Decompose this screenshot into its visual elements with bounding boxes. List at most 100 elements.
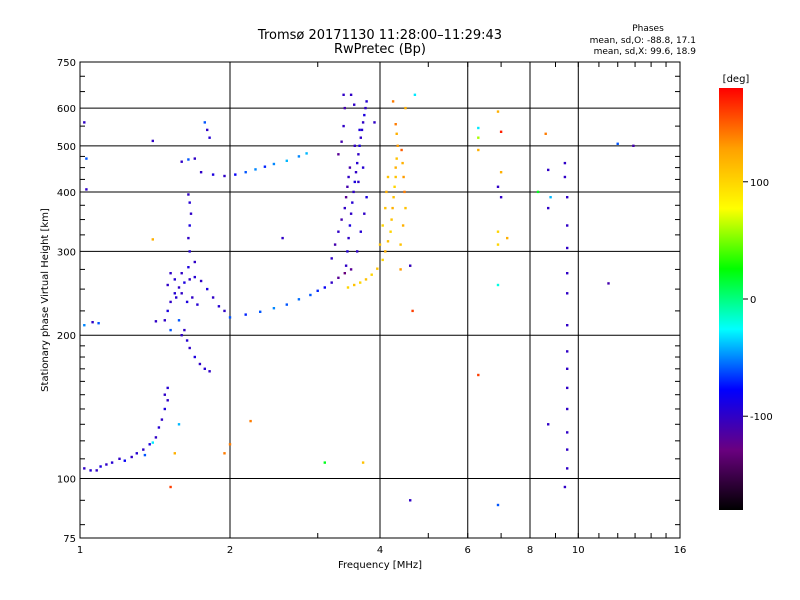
data-point xyxy=(566,292,569,295)
data-point xyxy=(499,171,503,174)
data-point xyxy=(373,121,376,124)
data-point xyxy=(163,319,166,322)
data-point xyxy=(199,171,203,174)
data-point xyxy=(409,499,412,502)
data-point xyxy=(386,175,390,179)
data-point xyxy=(395,157,398,160)
data-point xyxy=(563,485,567,489)
data-point xyxy=(285,303,288,306)
data-point xyxy=(323,461,326,464)
data-point xyxy=(337,276,340,279)
data-point xyxy=(353,103,356,106)
data-point xyxy=(183,328,186,332)
data-point xyxy=(189,212,193,215)
data-point xyxy=(566,324,569,327)
data-point xyxy=(342,93,345,96)
data-point xyxy=(401,161,404,165)
data-point xyxy=(259,310,262,313)
data-point xyxy=(206,287,209,291)
data-point xyxy=(404,206,407,210)
y-axis-ticks: 75 100 200 300 400 500 600 750 xyxy=(57,58,680,545)
data-point xyxy=(384,206,387,210)
data-point xyxy=(187,193,190,196)
data-point xyxy=(395,132,398,135)
data-point xyxy=(356,250,359,253)
data-point xyxy=(206,128,209,132)
data-point xyxy=(180,272,183,275)
data-point xyxy=(365,196,368,199)
data-point xyxy=(396,144,399,147)
chart-subtitle: RwPretec (Bp) xyxy=(334,42,426,57)
data-point xyxy=(263,165,267,168)
data-point xyxy=(344,264,348,267)
data-point xyxy=(566,224,569,227)
data-point xyxy=(187,236,190,240)
x-tick-label: 2 xyxy=(227,545,233,556)
data-point xyxy=(166,309,169,313)
data-point xyxy=(352,190,355,194)
data-point xyxy=(166,283,169,287)
data-point xyxy=(381,224,384,227)
colorbar: [deg] 100 0 -100 xyxy=(719,74,773,510)
data-point xyxy=(223,452,226,455)
data-point xyxy=(566,448,569,451)
data-point xyxy=(566,350,569,353)
data-point xyxy=(401,224,405,227)
data-point xyxy=(163,407,166,411)
data-point xyxy=(496,503,500,507)
y-tick-label: 200 xyxy=(57,331,76,342)
x-tick-label: 6 xyxy=(465,545,471,556)
data-point xyxy=(496,283,500,287)
data-point xyxy=(196,303,199,306)
data-point xyxy=(180,334,183,337)
data-point xyxy=(544,132,547,135)
data-point xyxy=(151,441,154,444)
data-point xyxy=(340,218,343,221)
data-point xyxy=(566,246,569,250)
data-point xyxy=(281,236,284,240)
data-point xyxy=(359,281,362,284)
data-point xyxy=(404,106,407,110)
data-point xyxy=(364,278,368,281)
data-point xyxy=(333,243,337,246)
data-point xyxy=(169,485,172,489)
data-point xyxy=(403,190,406,194)
y-tick-label: 100 xyxy=(57,475,76,486)
data-point xyxy=(358,144,361,147)
colorbar-tick-label: 0 xyxy=(750,295,756,306)
data-point xyxy=(130,455,133,459)
data-point xyxy=(390,218,393,221)
data-point xyxy=(389,230,392,233)
data-point xyxy=(203,367,206,370)
data-point xyxy=(547,423,550,426)
data-point xyxy=(191,296,194,299)
data-point xyxy=(359,136,362,139)
data-point xyxy=(166,386,169,390)
data-point xyxy=(105,463,108,466)
y-tick-label: 300 xyxy=(57,247,76,258)
data-point xyxy=(208,370,211,373)
data-point xyxy=(563,161,567,165)
x-axis-label: Frequency [MHz] xyxy=(338,560,422,571)
data-point xyxy=(97,322,100,325)
data-point xyxy=(143,453,147,457)
data-point xyxy=(411,309,414,313)
data-point xyxy=(566,407,569,411)
data-point xyxy=(346,185,349,188)
data-point xyxy=(391,100,395,103)
colorbar-label: [deg] xyxy=(723,74,750,85)
data-point xyxy=(188,346,191,350)
data-point xyxy=(154,436,158,439)
data-point xyxy=(547,206,550,210)
data-point xyxy=(160,418,164,421)
data-point xyxy=(344,196,348,199)
data-point xyxy=(188,278,191,281)
data-point xyxy=(349,93,353,96)
data-point xyxy=(353,180,356,184)
data-point xyxy=(175,296,178,299)
data-point xyxy=(83,324,86,327)
data-point xyxy=(607,282,610,285)
data-point xyxy=(392,196,395,199)
data-point xyxy=(177,423,181,426)
plot-area: 1 2 4 6 8 10 16 75 100 200 300 400 500 600 750 xyxy=(57,58,686,556)
